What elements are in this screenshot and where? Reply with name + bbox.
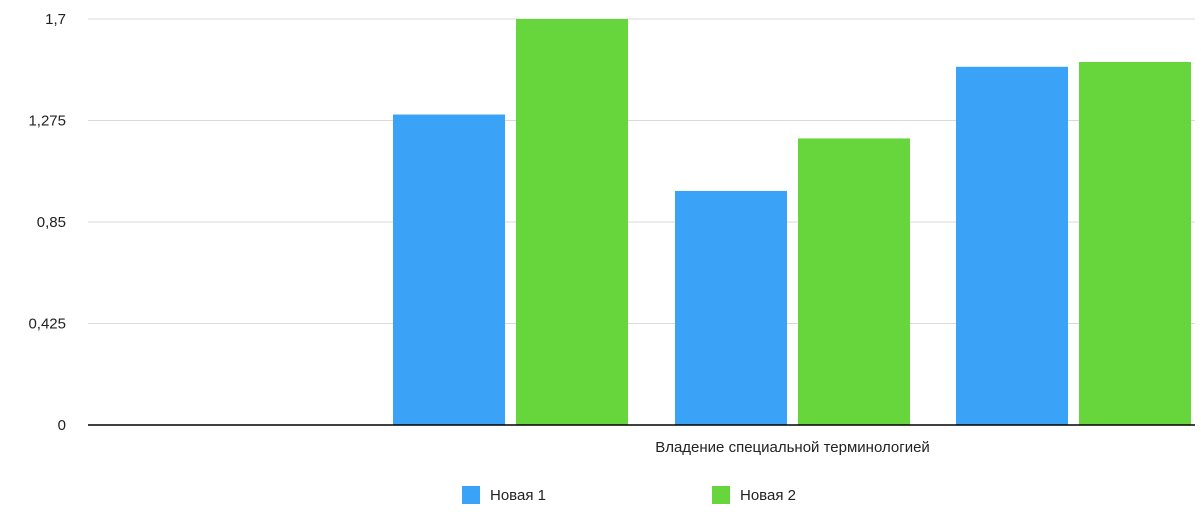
y-tick-label: 0,85 [37,214,66,231]
bar-1-category-1 [393,114,505,425]
category-labels: Владение специальной терминологией [655,439,930,456]
y-tick-label: 1,7 [45,11,66,28]
legend-label-series-2: Новая 2 [740,486,796,504]
legend-item-series-1: Новая 1 [462,486,546,504]
legend: Новая 1 Новая 2 [0,486,1201,510]
category-label: Владение специальной терминологией [655,439,930,456]
bar-2-category-2 [798,138,910,426]
bar-1-category-3 [956,66,1068,425]
y-axis-tick-labels: 0 0,425 0,85 1,275 1,7 [28,11,66,434]
legend-label-series-1: Новая 1 [490,486,546,504]
bar-chart: 0 0,425 0,85 1,275 1,7 Владение специальной … [28,11,1195,456]
legend-swatch-series-2 [712,486,730,504]
bar-1-category-2 [675,190,787,425]
y-tick-label: 0 [58,417,66,434]
bars [393,19,1191,426]
y-tick-label: 1,275 [28,113,66,130]
legend-item-series-2: Новая 2 [712,486,796,504]
y-tick-label: 0,425 [28,316,66,333]
bar-2-category-3 [1079,61,1191,426]
bar-2-category-1 [516,19,628,425]
legend-swatch-series-1 [462,486,480,504]
